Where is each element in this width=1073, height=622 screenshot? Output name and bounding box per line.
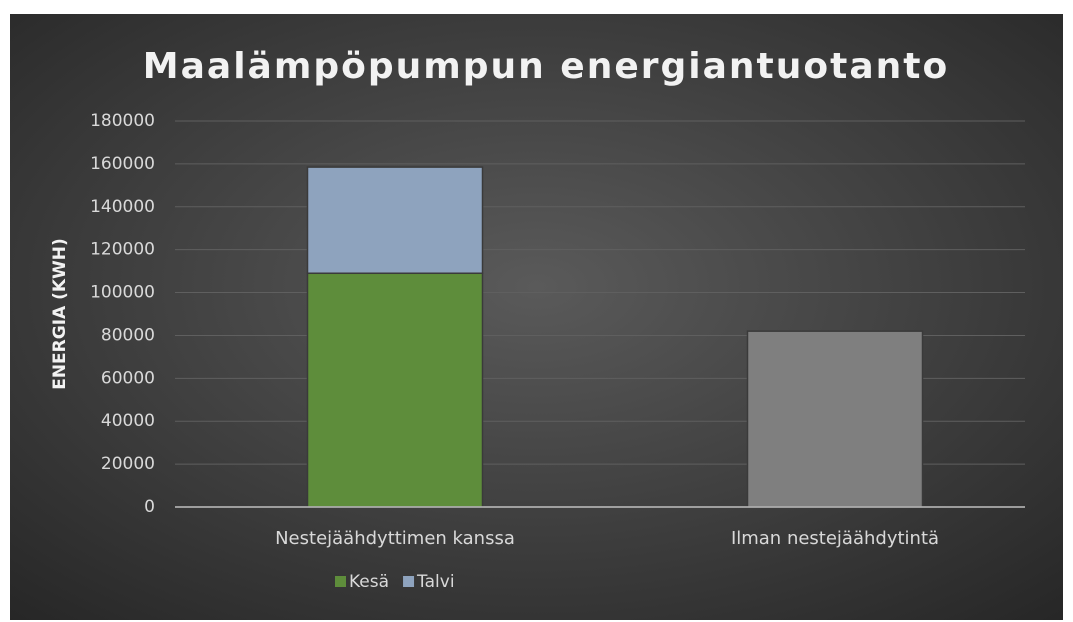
y-tick-label: 140000 (90, 197, 155, 217)
x-tick-label: Ilman nestejäähdytintä (731, 528, 939, 549)
bar-segment (306, 166, 484, 275)
y-tick-label: 0 (144, 497, 155, 517)
y-tick-label: 180000 (90, 111, 155, 131)
y-tick-label: 120000 (90, 240, 155, 260)
chart-background (10, 14, 1063, 620)
legend-label: Kesä (349, 572, 389, 592)
y-tick-label: 20000 (101, 454, 155, 474)
legend-swatch (335, 576, 346, 587)
y-axis-title: ENERGIA (KWH) (50, 238, 70, 390)
y-tick-label: 100000 (90, 283, 155, 303)
x-tick-label: Nestejäähdyttimen kanssa (275, 528, 515, 549)
y-tick-label: 160000 (90, 154, 155, 174)
legend-label: Talvi (416, 572, 455, 592)
bar-segment (746, 330, 924, 508)
y-tick-label: 60000 (101, 368, 155, 388)
y-tick-label: 80000 (101, 325, 155, 345)
y-tick-label: 40000 (101, 411, 155, 431)
bar-segment (306, 272, 484, 508)
legend-swatch (403, 576, 415, 587)
chart-title: Maalämpöpumpun energiantuotanto (143, 46, 949, 87)
